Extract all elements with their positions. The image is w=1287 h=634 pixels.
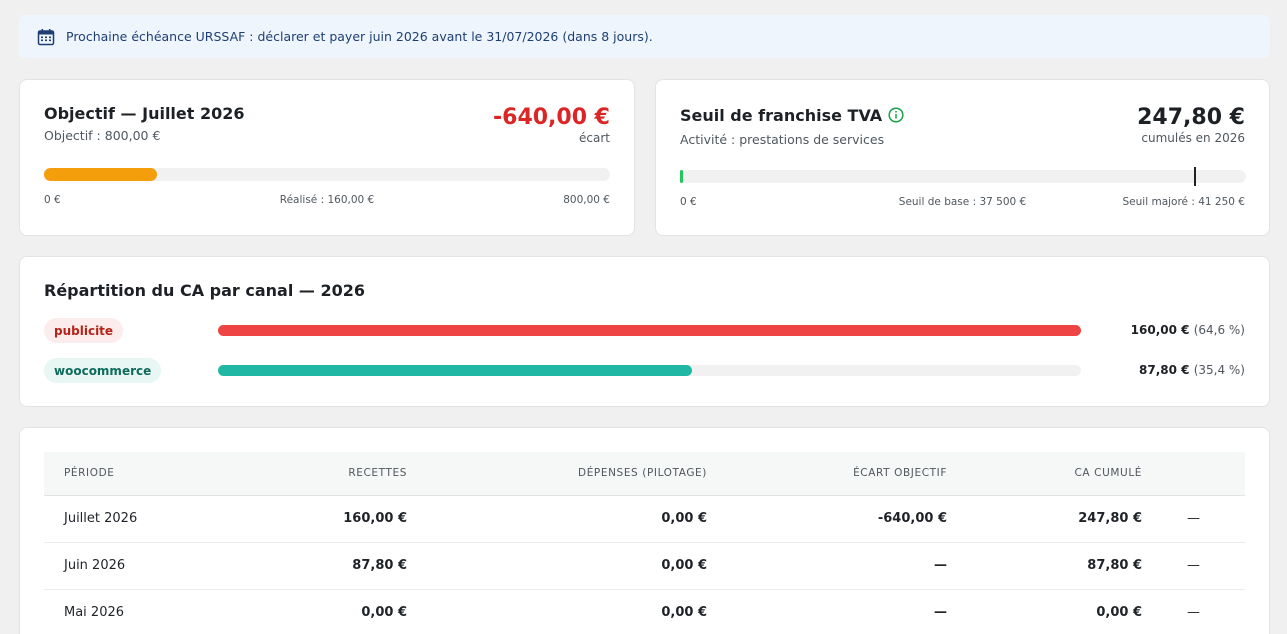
col-header-ca-cumule[interactable]: CA cumulé: [1074, 467, 1142, 480]
channel-value: 87,80 € (35,4 %): [1139, 363, 1245, 377]
objective-scale-end: 800,00 €: [563, 194, 610, 206]
table-row[interactable]: Juin 2026 87,80 € 0,00 € — 87,80 € —: [44, 542, 1245, 590]
col-header-recettes[interactable]: Recettes: [348, 467, 407, 480]
cell-periode: Juillet 2026: [44, 495, 194, 543]
revenue-by-channel-card: Répartition du CA par canal — 2026 publi…: [19, 256, 1270, 407]
tva-subtitle: Activité : prestations de services: [680, 132, 885, 147]
channel-bar-track: [218, 325, 1081, 336]
alert-text: Prochaine échéance URSSAF : déclarer et …: [66, 29, 653, 44]
cell-recettes: 87,80 €: [194, 542, 407, 590]
info-icon[interactable]: [888, 107, 904, 123]
tva-title: Seuil de franchise TVA: [680, 106, 904, 125]
objective-subtitle: Objectif : 800,00 €: [44, 128, 161, 143]
channel-value: 160,00 € (64,6 %): [1131, 323, 1245, 337]
tva-total-caption: cumulés en 2026: [1141, 131, 1245, 145]
channel-row: publicite 160,00 € (64,6 %): [44, 318, 1245, 344]
tva-base-threshold-marker: [1194, 167, 1197, 186]
cell-ca-cumule: 87,80 €: [947, 542, 1142, 590]
col-header-depenses[interactable]: Dépenses (pilotage): [578, 467, 707, 480]
channel-percent: (35,4 %): [1193, 363, 1245, 377]
col-header-ecart[interactable]: Écart objectif: [853, 467, 947, 480]
channel-percent: (64,6 %): [1193, 323, 1245, 337]
cell-extra: —: [1142, 495, 1245, 543]
objective-progress-fill: [44, 168, 158, 181]
cell-recettes: 160,00 €: [194, 495, 407, 543]
tva-title-text: Seuil de franchise TVA: [680, 106, 883, 125]
channel-amount: 87,80 €: [1139, 363, 1190, 377]
channel-tag: woocommerce: [44, 358, 162, 383]
objective-title: Objectif — Juillet 2026: [44, 104, 245, 123]
cell-ecart: —: [707, 589, 947, 634]
calendar-icon: [37, 28, 55, 45]
col-header-periode[interactable]: Période: [64, 467, 115, 480]
objective-gap-value: -640,00 €: [493, 105, 610, 130]
col-header-actions: [1142, 452, 1245, 495]
cell-extra: —: [1142, 589, 1245, 634]
objective-gap-caption: écart: [579, 131, 610, 145]
monthly-table: Période Recettes Dépenses (pilotage) Éca…: [44, 452, 1245, 634]
cell-periode: Juin 2026: [44, 542, 194, 590]
channel-bar-fill: [218, 365, 692, 376]
tva-scale-majore: Seuil majoré : 41 250 €: [1122, 196, 1245, 208]
table-header-row: Période Recettes Dépenses (pilotage) Éca…: [44, 452, 1245, 495]
objective-scale-start: 0 €: [44, 194, 61, 206]
channel-bar-fill: [218, 325, 1081, 336]
objective-card: Objectif — Juillet 2026 Objectif : 800,0…: [19, 79, 635, 236]
cell-recettes: 0,00 €: [194, 589, 407, 634]
channel-row: woocommerce 87,80 € (35,4 %): [44, 358, 1245, 384]
tva-progress-fill: [680, 170, 684, 183]
cell-depenses: 0,00 €: [407, 495, 707, 543]
tva-scale-base: Seuil de base : 37 500 €: [898, 196, 1027, 208]
table-row[interactable]: Mai 2026 0,00 € 0,00 € — 0,00 € —: [44, 589, 1245, 634]
cell-depenses: 0,00 €: [407, 589, 707, 634]
cell-ecart: -640,00 €: [707, 495, 947, 543]
tva-threshold-card: Seuil de franchise TVA Activité : presta…: [655, 79, 1270, 236]
cell-ecart: —: [707, 542, 947, 590]
objective-scale-realised: Réalisé : 160,00 €: [279, 194, 375, 206]
cell-ca-cumule: 0,00 €: [947, 589, 1142, 634]
cell-extra: —: [1142, 542, 1245, 590]
monthly-table-card: Période Recettes Dépenses (pilotage) Éca…: [19, 427, 1270, 634]
channel-bar-track: [218, 365, 1081, 376]
channel-amount: 160,00 €: [1130, 323, 1190, 337]
tva-total-value: 247,80 €: [1137, 105, 1245, 130]
repartition-title: Répartition du CA par canal — 2026: [44, 281, 365, 300]
channel-tag: publicite: [44, 318, 124, 343]
urssaf-deadline-alert: Prochaine échéance URSSAF : déclarer et …: [19, 15, 1270, 58]
tva-scale-start: 0 €: [680, 196, 697, 208]
cell-periode: Mai 2026: [44, 589, 194, 634]
cell-depenses: 0,00 €: [407, 542, 707, 590]
table-row[interactable]: Juillet 2026 160,00 € 0,00 € -640,00 € 2…: [44, 495, 1245, 543]
tva-progress-track: [680, 167, 1246, 186]
objective-progress-track: [44, 168, 610, 181]
cell-ca-cumule: 247,80 €: [947, 495, 1142, 543]
